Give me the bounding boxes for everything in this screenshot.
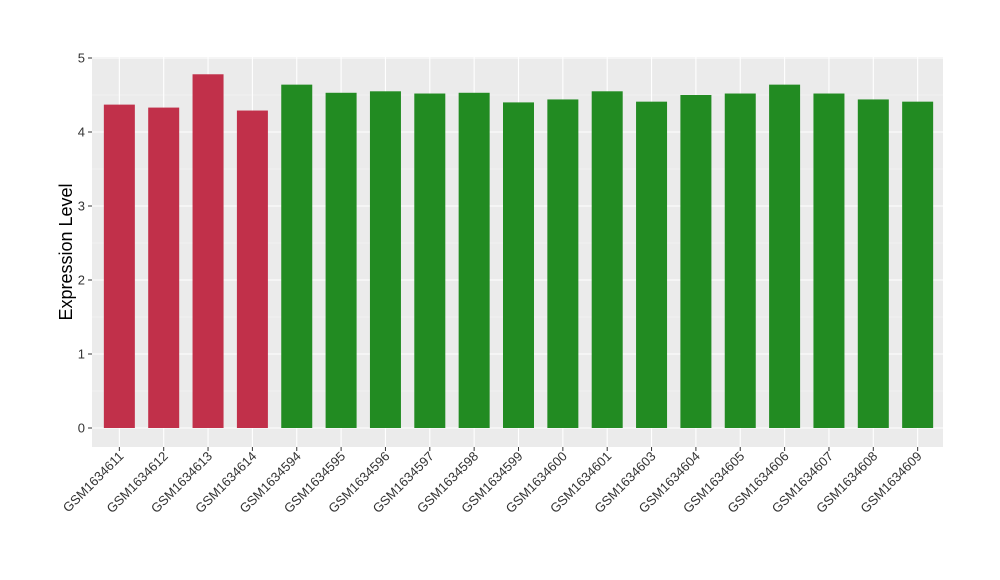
bars [103,74,934,429]
bar [281,84,313,428]
y-tick-label: 4 [78,125,85,140]
y-tick-label: 2 [78,273,85,288]
bar [458,92,490,428]
bar [769,84,801,428]
y-tick-label: 5 [78,51,85,66]
bar [414,93,446,429]
bar [636,101,668,428]
y-axis-title: Expression Level [56,183,76,320]
bar [547,99,579,428]
y-tick-label: 0 [78,421,85,436]
bar [813,93,845,429]
bar [325,92,357,428]
bar [192,74,224,428]
x-axis: GSM1634611GSM1634612GSM1634613GSM1634614… [60,447,925,516]
bar [148,107,180,428]
bar [902,101,934,428]
bar [724,93,756,429]
bar [103,104,135,429]
y-axis: 0 1 2 3 4 5 [78,51,92,436]
bar [591,91,623,429]
y-tick-label: 1 [78,347,85,362]
y-tick-label: 3 [78,199,85,214]
bar [369,91,401,429]
bar [236,110,268,428]
bar [680,95,712,428]
bar [857,99,889,428]
bar [503,102,534,429]
